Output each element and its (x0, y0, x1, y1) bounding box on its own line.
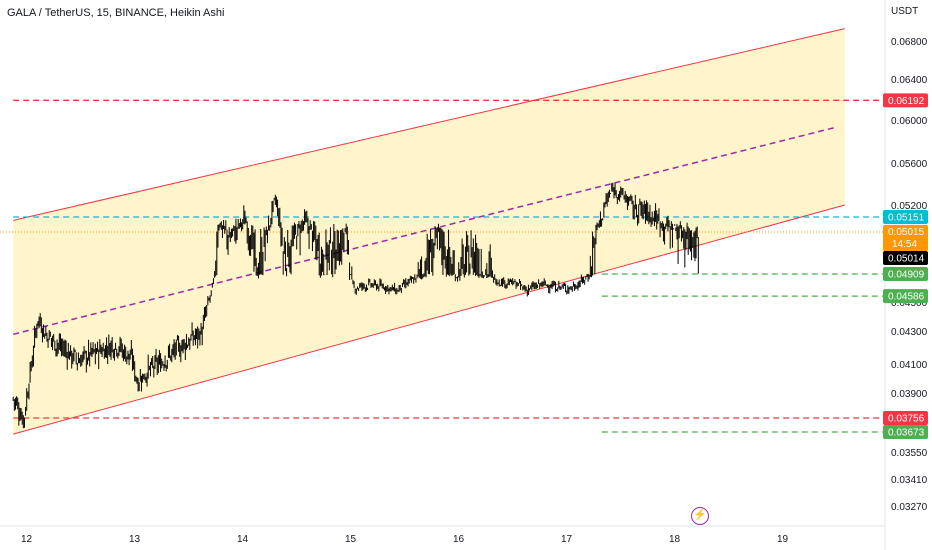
price-tag-0.06192-bg (883, 93, 928, 108)
last-price-tag: 0.05015 (888, 227, 925, 238)
price-tag-0.05151-bg (883, 210, 928, 224)
countdown-tag: 14:54 (892, 239, 917, 250)
y-tick-label: 0.06000 (891, 116, 928, 127)
channel-lower-line (13, 204, 845, 435)
price-tag-0.03756: 0.03756 (888, 414, 925, 425)
x-tick-label: 18 (669, 534, 681, 545)
price-tag-0.03673: 0.03673 (888, 428, 925, 439)
y-tick-label: 0.03900 (891, 389, 928, 400)
channel-mid-line (13, 126, 836, 336)
last-price-tag-bg (883, 225, 928, 251)
price-tag-0.06192: 0.06192 (888, 96, 925, 107)
x-tick-label: 14 (237, 534, 249, 545)
y-tick-label: 0.04300 (891, 327, 928, 338)
lightning-icon[interactable]: ⚡ (691, 507, 709, 525)
channel-upper-line (13, 28, 845, 221)
x-tick-label: 17 (561, 534, 573, 545)
price-tag-0.04586-bg (883, 289, 928, 304)
price-tag-0.05151: 0.05151 (888, 213, 925, 224)
candles-series (12, 182, 699, 429)
price-tag-0.04909-bg (883, 267, 928, 281)
x-tick-label: 16 (453, 534, 465, 545)
y-tick-label: 0.05200 (891, 201, 928, 212)
y-tick-label: 0.03270 (891, 502, 928, 513)
price-tag-0.04909: 0.04909 (888, 270, 925, 281)
x-tick-label: 15 (345, 534, 357, 545)
price-tag-0.03673-bg (883, 425, 928, 439)
x-tick-label: 13 (129, 534, 141, 545)
price-tag-0.03756-bg (883, 411, 928, 425)
chart-title: GALA / TetherUS, 15, BINANCE, Heikin Ash… (7, 7, 225, 19)
price-tag-0.04586: 0.04586 (888, 292, 925, 303)
y-tick-label: 0.04500 (891, 298, 928, 309)
crosshair-price-tag-bg (883, 251, 928, 265)
y-tick-label: 0.03410 (891, 475, 928, 486)
y-tick-label: 0.06400 (891, 75, 928, 86)
x-tick-label: 19 (777, 534, 789, 545)
y-tick-label: 0.06800 (891, 37, 928, 48)
channel-fill (13, 28, 845, 435)
y-tick-label: 0.05600 (891, 159, 928, 170)
y-tick-label: 0.03550 (891, 448, 928, 459)
x-tick-label: 12 (21, 534, 33, 545)
crosshair-price-tag: 0.05014 (888, 254, 925, 265)
currency-label: USDT (891, 6, 918, 17)
y-tick-label: 0.04100 (891, 360, 928, 371)
